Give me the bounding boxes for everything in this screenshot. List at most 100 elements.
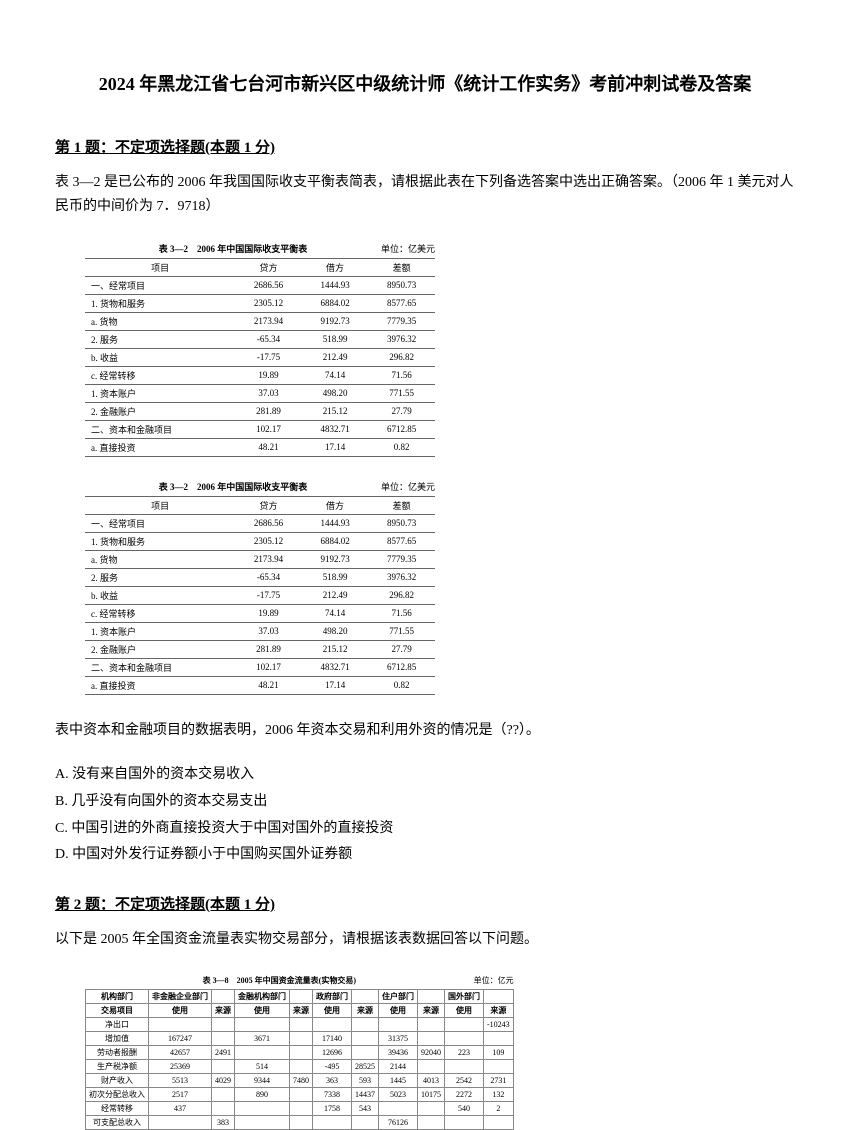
table-cell: 10175 <box>418 1087 445 1101</box>
th: 来源 <box>418 1003 445 1017</box>
th: 来源 <box>290 1003 313 1017</box>
table-cell: 1. 资本账户 <box>85 622 235 640</box>
table-cell: 9344 <box>235 1073 290 1087</box>
th: 住户部门 <box>379 989 418 1003</box>
table-cell: 1445 <box>379 1073 418 1087</box>
table-cell: 281.89 <box>235 402 302 420</box>
table-cell: 17140 <box>313 1031 352 1045</box>
table-cell: c. 经常转移 <box>85 366 235 384</box>
table-row: a. 直接投资48.2117.140.82 <box>85 676 435 694</box>
th: 机构部门 <box>86 989 149 1003</box>
table-cell <box>290 1045 313 1059</box>
th: 来源 <box>352 1003 379 1017</box>
t1-caption: 表 3—2 2006 年中国国际收支平衡表 <box>159 244 308 254</box>
table-cell: 37.03 <box>235 384 302 402</box>
table-cell: 净出口 <box>86 1017 149 1031</box>
table-cell: 1. 资本账户 <box>85 384 235 402</box>
table-cell <box>418 1115 445 1129</box>
table-row: c. 经常转移19.8974.1471.56 <box>85 366 435 384</box>
table-cell: 212.49 <box>302 586 369 604</box>
table-row: a. 直接投资48.2117.140.82 <box>85 438 435 456</box>
table-cell: -65.34 <box>235 568 302 586</box>
table-cell: c. 经常转移 <box>85 604 235 622</box>
table-cell: 19.89 <box>235 604 302 622</box>
table-row: 2. 金融账户281.89215.1227.79 <box>85 640 435 658</box>
table-cell: 9192.73 <box>302 312 369 330</box>
table-cell: 可支配总收入 <box>86 1115 149 1129</box>
q2-heading: 第 2 题：不定项选择题(本题 1 分) <box>55 893 795 914</box>
table-cell: 48.21 <box>235 676 302 694</box>
table-cell: 74.14 <box>302 604 369 622</box>
table-row: 1. 资本账户37.03498.20771.55 <box>85 622 435 640</box>
table-cell <box>484 1059 514 1073</box>
table-row: 可支配总收入38376126 <box>86 1115 514 1129</box>
table-row: 净出口-10243 <box>86 1017 514 1031</box>
table-row: a. 货物2173.949192.737779.35 <box>85 312 435 330</box>
table-cell: 劳动者报酬 <box>86 1045 149 1059</box>
table-cell: 1444.93 <box>302 514 369 532</box>
table-cell <box>290 1115 313 1129</box>
table-cell <box>352 1045 379 1059</box>
th <box>212 989 235 1003</box>
table-cell: b. 收益 <box>85 586 235 604</box>
table-cell: 7480 <box>290 1073 313 1087</box>
table-row: 生产税净额25369514-495285252144 <box>86 1059 514 1073</box>
table-cell: 437 <box>149 1101 212 1115</box>
table-cell: 2. 金融账户 <box>85 640 235 658</box>
table-cell: 2305.12 <box>235 532 302 550</box>
table-row: 2. 服务-65.34518.993976.32 <box>85 330 435 348</box>
table-cell <box>290 1087 313 1101</box>
q1-prompt: 表中资本和金融项目的数据表明，2006 年资本交易和利用外资的情况是（??）。 <box>55 719 795 743</box>
table-cell: a. 货物 <box>85 312 235 330</box>
table-cell: 1. 货物和服务 <box>85 532 235 550</box>
table-cell: 生产税净额 <box>86 1059 149 1073</box>
table-cell: 14437 <box>352 1087 379 1101</box>
table-cell: 2686.56 <box>235 276 302 294</box>
table-cell: 2272 <box>445 1087 484 1101</box>
q1-option-a: A. 没有来自国外的资本交易收入 <box>55 762 795 789</box>
table-cell: 498.20 <box>302 384 369 402</box>
table-row: 初次分配总收入25178907338144375023101752272132 <box>86 1087 514 1101</box>
th: 来源 <box>212 1003 235 1017</box>
table-row: 二、资本和金融项目102.174832.716712.85 <box>85 420 435 438</box>
table-row: b. 收益-17.75212.49296.82 <box>85 586 435 604</box>
table-cell: 518.99 <box>302 330 369 348</box>
table-cell <box>352 1115 379 1129</box>
table-row: 2. 金融账户281.89215.1227.79 <box>85 402 435 420</box>
table-cell: -65.34 <box>235 330 302 348</box>
table-cell: 48.21 <box>235 438 302 456</box>
table-cell: 212.49 <box>302 348 369 366</box>
table-cell: 296.82 <box>368 348 435 366</box>
table-cell: 31375 <box>379 1031 418 1045</box>
table-cell: 12696 <box>313 1045 352 1059</box>
table-cell <box>418 1017 445 1031</box>
table-cell: 2491 <box>212 1045 235 1059</box>
table-cell <box>212 1059 235 1073</box>
table-cell: 2686.56 <box>235 514 302 532</box>
table-cell <box>290 1059 313 1073</box>
table-row: 增加值16724736711714031375 <box>86 1031 514 1045</box>
table-cell: 17.14 <box>302 676 369 694</box>
table-cell: 102.17 <box>235 420 302 438</box>
table-cell: 5513 <box>149 1073 212 1087</box>
table-row: 劳动者报酬426572491126963943692040223109 <box>86 1045 514 1059</box>
table-cell: 2542 <box>445 1073 484 1087</box>
table-cell <box>445 1017 484 1031</box>
table-cell: 17.14 <box>302 438 369 456</box>
th <box>484 989 514 1003</box>
t1b-unit: 单位：亿美元 <box>381 480 435 493</box>
table-cell: 19.89 <box>235 366 302 384</box>
table-cell <box>212 1031 235 1045</box>
table-cell: 1. 货物和服务 <box>85 294 235 312</box>
table-cell <box>235 1045 290 1059</box>
th: 非金融企业部门 <box>149 989 212 1003</box>
t2-unit: 单位：亿元 <box>474 975 514 986</box>
table-cell: 3976.32 <box>368 568 435 586</box>
table-cell: -17.75 <box>235 586 302 604</box>
q2-table: 表 3—8 2005 年中国资金流量表(实物交易) 单位：亿元 机构部门非金融企… <box>85 972 514 1130</box>
table-row: a. 货物2173.949192.737779.35 <box>85 550 435 568</box>
table-cell: 167247 <box>149 1031 212 1045</box>
table-cell: 5023 <box>379 1087 418 1101</box>
table-cell: 8950.73 <box>368 514 435 532</box>
th <box>418 989 445 1003</box>
